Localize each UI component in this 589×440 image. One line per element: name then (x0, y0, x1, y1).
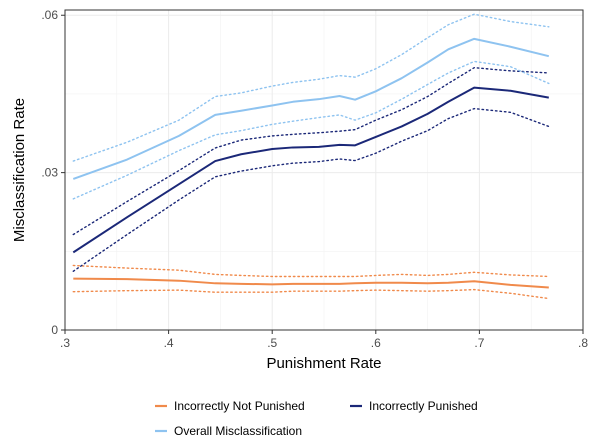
confidence-bands (72, 13, 550, 300)
legend-label: Overall Misclassification (174, 424, 302, 438)
legend-item-incorrectly-not-punished: Incorrectly Not Punished (155, 399, 305, 413)
x-tick-label: .7 (474, 336, 484, 350)
x-tick-label: .4 (164, 336, 174, 350)
axes: .3 .4 .5 .6 .7 .8 0 .03 .06 (41, 8, 588, 350)
incorrectly-not-punished-lower-bound (72, 288, 550, 300)
x-tick-label: .6 (371, 336, 381, 350)
legend-item-overall-misclassification: Overall Misclassification (155, 424, 302, 438)
incorrectly-punished-lower-bound (72, 107, 550, 272)
y-tick-label: 0 (51, 323, 58, 337)
y-tick-label: .03 (41, 166, 58, 180)
legend-item-incorrectly-punished: Incorrectly Punished (350, 399, 478, 413)
incorrectly-punished-upper-bound (72, 66, 550, 236)
legend-label: Incorrectly Punished (369, 399, 478, 413)
x-tick-label: .3 (60, 336, 70, 350)
legend-label: Incorrectly Not Punished (174, 399, 305, 413)
series-lines (72, 37, 550, 289)
plot-panel-border (64, 9, 584, 331)
overall-misclassification-upper-bound (72, 13, 550, 162)
incorrectly-not-punished-upper-bound (72, 264, 550, 278)
y-axis-title: Misclassification Rate (11, 98, 28, 242)
x-tick-label: .5 (267, 336, 277, 350)
incorrectly-punished-line (72, 86, 549, 254)
x-tick-label: .8 (578, 336, 588, 350)
y-tick-label: .06 (41, 8, 58, 22)
incorrectly-not-punished-line (73, 277, 549, 289)
overall-misclassification-line (72, 37, 550, 180)
legend: Incorrectly Not Punished Incorrectly Puni… (155, 399, 478, 438)
x-axis-title: Punishment Rate (266, 355, 381, 372)
